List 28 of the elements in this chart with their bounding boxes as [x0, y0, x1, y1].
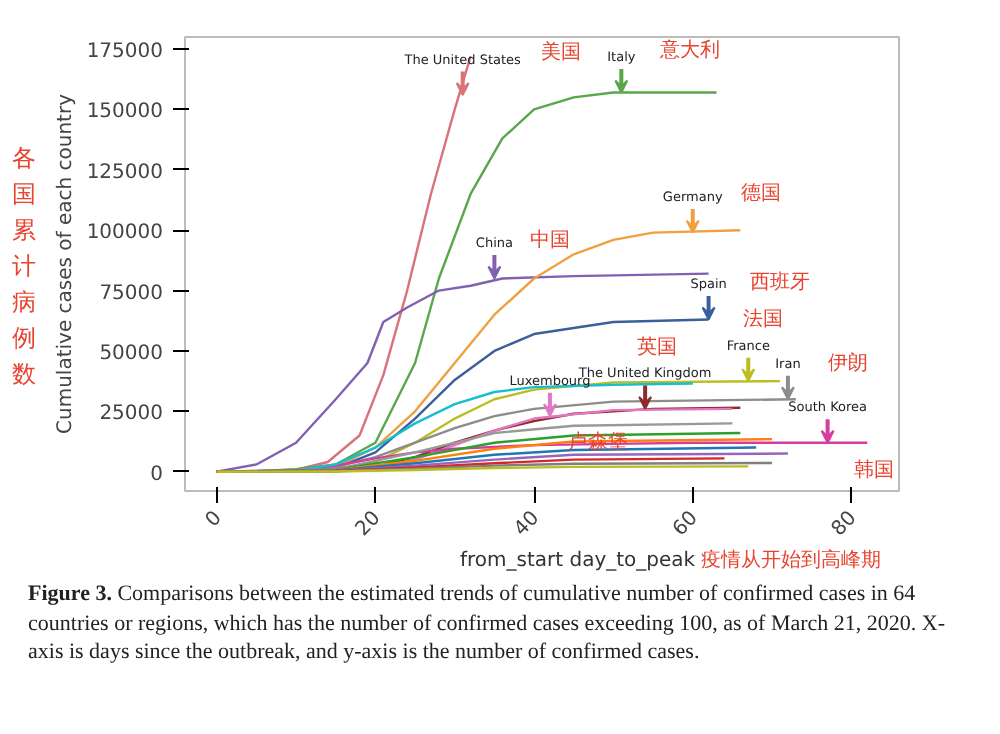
annotation: 伊朗	[827, 351, 868, 376]
x-tick-label: 80	[827, 507, 862, 542]
x-tick-label: 20	[351, 507, 386, 542]
x-tick-label: 40	[510, 507, 545, 542]
y-tick-label: 150000	[86, 101, 164, 124]
annotation: 法国	[743, 306, 784, 331]
annotation: 德国	[740, 182, 781, 205]
annotation: 英国	[637, 335, 678, 360]
annotation: 美国	[541, 40, 582, 65]
y-axis-title: Cumulative cases of each country	[54, 93, 77, 434]
x-tick-label: 0	[202, 507, 227, 532]
y-tick-label: 25000	[99, 403, 163, 426]
text: 疫情从开始到高峰期	[700, 550, 881, 572]
annotation: 西班牙	[749, 269, 810, 294]
y-tick-label: 75000	[99, 282, 163, 305]
y-tick-label: 0	[150, 463, 164, 486]
annotation: 卢森堡	[568, 430, 629, 455]
text: 各国累计病例数	[12, 142, 36, 392]
y-tick-label: 125000	[86, 161, 164, 184]
y-tick-label: 100000	[86, 222, 164, 245]
y-tick-label: 175000	[86, 41, 164, 64]
caption: Figure 3. Comparisons between the estimated trends of cumulative number of confirmed cases in 64 countries or regions, which has the number of confirmed cases exceeding 100, as of March 21, 2020. X-axis is days since the outbreak, and y-axis is the number of confirmed cases.	[28, 580, 948, 667]
annotation: 意大利	[658, 37, 721, 62]
annotation: 韩国	[853, 457, 894, 482]
annotation: 中国	[529, 227, 570, 252]
y-tick-label: 50000	[99, 342, 163, 365]
x-axis-title: from_start day_to_peak	[460, 550, 696, 572]
x-tick-label: 60	[669, 507, 703, 542]
